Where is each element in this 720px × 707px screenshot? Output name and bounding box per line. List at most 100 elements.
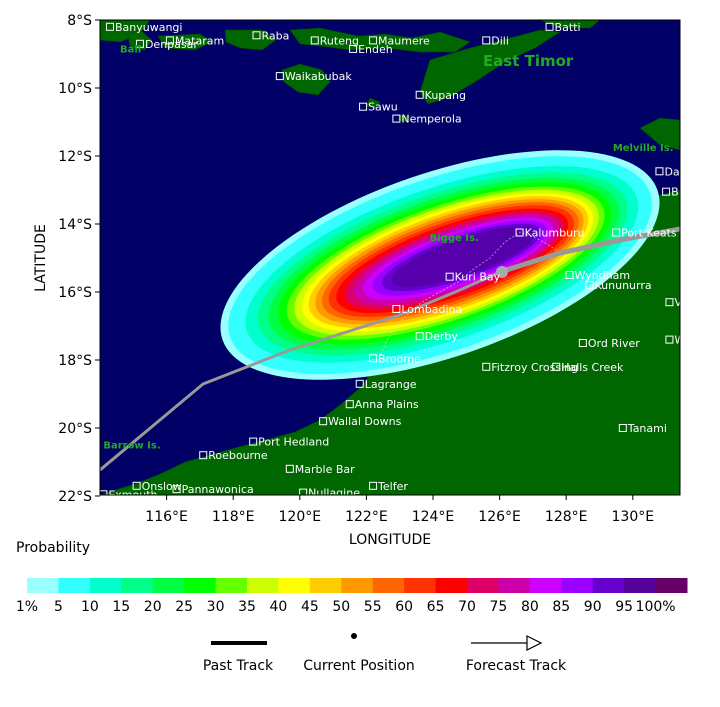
place-marker (345, 400, 354, 409)
latitude-ticks: 8°S 10°S 12°S 14°S 16°S 18°S 20°S 22°S (58, 13, 100, 505)
place-marker (275, 72, 284, 81)
place-marker (618, 424, 627, 432)
place-marker (165, 36, 174, 45)
place-label: Ruteng (320, 34, 359, 47)
colorbar-swatch (592, 578, 625, 593)
indonesian-islands (100, 20, 680, 151)
colorbar-label: 70 (458, 599, 476, 615)
place-label: Mataram (175, 34, 224, 47)
place-marker (355, 379, 364, 388)
place-label: Maumere (378, 34, 430, 47)
region-labels: Bali East Timor Melville Is. Bigge Is. Barro… (103, 44, 673, 451)
place-label: Kununurra (595, 279, 652, 292)
place-label: Telfer (377, 480, 408, 493)
place-label: Ord River (588, 337, 640, 350)
colorbar-label: 1% (16, 599, 38, 615)
place-label: Kuri Bay (455, 271, 501, 284)
place-label: Wallal Downs (328, 415, 401, 428)
colorbar-swatch (27, 578, 59, 593)
place-marker (369, 354, 378, 363)
place-marker (612, 228, 621, 237)
place-marker (515, 228, 524, 237)
plot-border (99, 19, 681, 496)
place-marker (482, 36, 491, 45)
colorbar-label: 20 (144, 599, 162, 615)
lon-tick-label: 128°E (545, 509, 588, 525)
place-label: Darwin (664, 165, 703, 178)
place-label: Kalumburu (525, 227, 585, 240)
place-marker (565, 271, 574, 279)
place-label: Roebourne (208, 449, 268, 462)
lat-tick-label: 10°S (58, 81, 92, 97)
colorbar-swatch (467, 578, 499, 593)
place-label: Broome (378, 352, 421, 365)
colorbar-swatch (655, 578, 688, 593)
place-label: Nullagine (308, 487, 360, 500)
place-marker (252, 31, 261, 40)
colorbar-swatch (529, 578, 562, 593)
colorbar-swatch (498, 578, 531, 593)
colorbar-label: 65 (427, 599, 445, 615)
place-marker (552, 362, 561, 371)
colorbar-label: 30 (207, 599, 225, 615)
colorbar-label: 60 (395, 599, 413, 615)
colorbar-swatch (372, 578, 405, 593)
colorbar-swatch (278, 578, 311, 593)
lon-tick-label: 130°E (612, 509, 655, 525)
colorbar-swatch (404, 578, 437, 593)
place-marker (105, 22, 114, 31)
colorbar-label: 25 (175, 599, 193, 615)
lat-tick-label: 22°S (58, 489, 92, 505)
probability-contours (220, 150, 660, 380)
track-legend: Past Track Current Position Forecast Tra… (203, 633, 567, 674)
place-marker (135, 39, 144, 48)
region-label: Bali (120, 44, 141, 55)
lon-tick-label: 126°E (478, 509, 521, 525)
place-marker (392, 114, 401, 123)
place-label: Wave Hill (674, 334, 720, 347)
colorbar-swatch (58, 578, 91, 593)
colorbar-swatch (121, 578, 154, 593)
colorbar-label: 50 (332, 599, 350, 615)
place-marker (369, 481, 378, 490)
y-axis-label: LATITUDE (33, 224, 49, 292)
place-marker (445, 272, 454, 281)
lat-tick-label: 16°S (58, 285, 92, 301)
place-marker (392, 305, 401, 313)
colorbar-label: 80 (521, 599, 539, 615)
forecast-track-legend-arrow (526, 635, 543, 651)
place-marker (482, 362, 491, 371)
past-track-line (100, 270, 501, 472)
longitude-ticks: 116°E 118°E 120°E 122°E 124°E 126°E 128°E 130°E (145, 495, 654, 525)
place-label: Pannawonica (182, 483, 254, 496)
place-label: Endeh (358, 43, 393, 56)
place-label: Lombadina (401, 303, 462, 316)
colorbar-label: 15 (112, 599, 130, 615)
place-marker (665, 335, 674, 344)
place-label: Fitzroy Crossing (491, 361, 578, 374)
place-label: Kupang (425, 89, 466, 102)
colorbar-swatch (152, 578, 185, 593)
place-label: Dili (491, 34, 509, 47)
place-marker (655, 167, 664, 176)
colorbar-label: 5 (54, 599, 63, 615)
colorbar-label: 100% (636, 599, 676, 615)
place-marker (310, 36, 319, 45)
place-marker (415, 90, 424, 99)
colorbar: 1% 5 10 15 20 25 30 35 40 45 50 55 60 65 70 75 80 85 90 95 1… (16, 578, 688, 615)
place-label: Batchelor (671, 186, 720, 199)
region-label: East Timor (483, 52, 574, 70)
lat-tick-label: 14°S (58, 217, 92, 233)
lon-tick-label: 124°E (412, 509, 455, 525)
place-label: Port Keats (621, 227, 677, 240)
place-marker (585, 281, 594, 290)
place-label: Anna Plains (355, 398, 419, 411)
place-marker (545, 22, 554, 31)
colorbar-label: 40 (270, 599, 288, 615)
region-label: Barrow Is. (103, 440, 160, 451)
colorbar-swatch (309, 578, 342, 593)
colorbar-label: 35 (238, 599, 256, 615)
place-label: Tanami (627, 422, 667, 435)
